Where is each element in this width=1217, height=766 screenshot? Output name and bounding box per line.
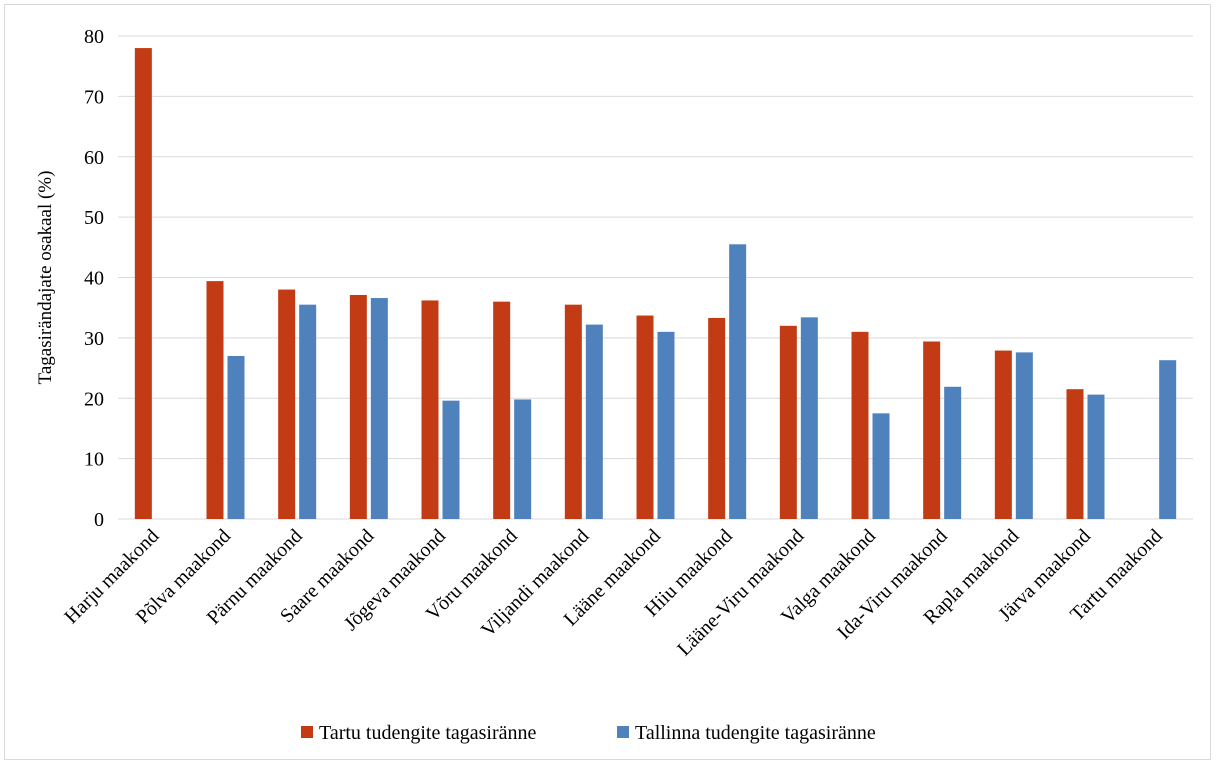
bar-chart: 0 10 20 30 40 50 60 70 80 Tagasirändajate osakaa… — [35, 26, 1193, 744]
y-tick-label: 20 — [84, 388, 104, 410]
y-tick-label: 10 — [84, 449, 104, 471]
bar-tallinn — [585, 324, 603, 519]
gridlines — [118, 35, 1193, 520]
bar-tartu — [636, 315, 654, 519]
legend-swatch — [617, 726, 629, 738]
bar-tartu — [923, 341, 941, 519]
y-tick-label: 80 — [84, 26, 104, 48]
y-tick-label: 50 — [84, 207, 104, 229]
bar-tallinn — [370, 298, 388, 519]
bar-tallinn — [1015, 352, 1033, 519]
bar-tallinn — [299, 304, 317, 519]
bar-tallinn — [442, 400, 460, 519]
bar-tartu — [493, 301, 511, 519]
bar-tartu — [1066, 389, 1084, 519]
bar-tallinn — [800, 317, 818, 519]
legend-label: Tallinna tudengite tagasiränne — [635, 722, 876, 744]
bar-tartu — [349, 295, 367, 519]
bar-tartu — [134, 48, 152, 519]
y-axis-title: Tagasirändajate osakaal (%) — [35, 171, 56, 385]
bar-tallinn — [657, 331, 675, 519]
bar-tallinn — [514, 399, 532, 519]
bar-tallinn — [729, 244, 747, 519]
bars — [134, 48, 1177, 519]
bar-tartu — [206, 281, 224, 519]
y-tick-label: 40 — [84, 268, 104, 290]
bar-tallinn — [1087, 394, 1105, 519]
legend-label: Tartu tudengite tagasiränne — [319, 722, 537, 744]
y-tick-label: 30 — [84, 328, 104, 350]
bar-tartu — [708, 317, 726, 519]
bar-tartu — [994, 350, 1012, 519]
legend-swatch — [301, 726, 313, 738]
chart-frame: 0 10 20 30 40 50 60 70 80 Tagasirändajate osakaa… — [4, 4, 1211, 760]
bar-tartu — [278, 289, 296, 519]
bar-tartu — [851, 331, 869, 519]
legend: Tartu tudengite tagasiränne Tallinna tude… — [301, 722, 876, 744]
y-tick-labels: 0 10 20 30 40 50 60 70 80 — [84, 26, 104, 531]
y-tick-label: 70 — [84, 86, 104, 108]
bar-tallinn — [227, 355, 245, 519]
bar-tallinn — [1159, 360, 1177, 519]
y-tick-label: 0 — [94, 509, 104, 531]
bar-tartu — [779, 325, 797, 519]
bar-tallinn — [944, 386, 962, 519]
bar-tartu — [564, 304, 582, 519]
x-tick-label: Lääne-Viru maakond — [673, 525, 808, 660]
y-tick-label: 60 — [84, 147, 104, 169]
bar-tartu — [421, 300, 439, 519]
bar-tallinn — [872, 413, 890, 519]
